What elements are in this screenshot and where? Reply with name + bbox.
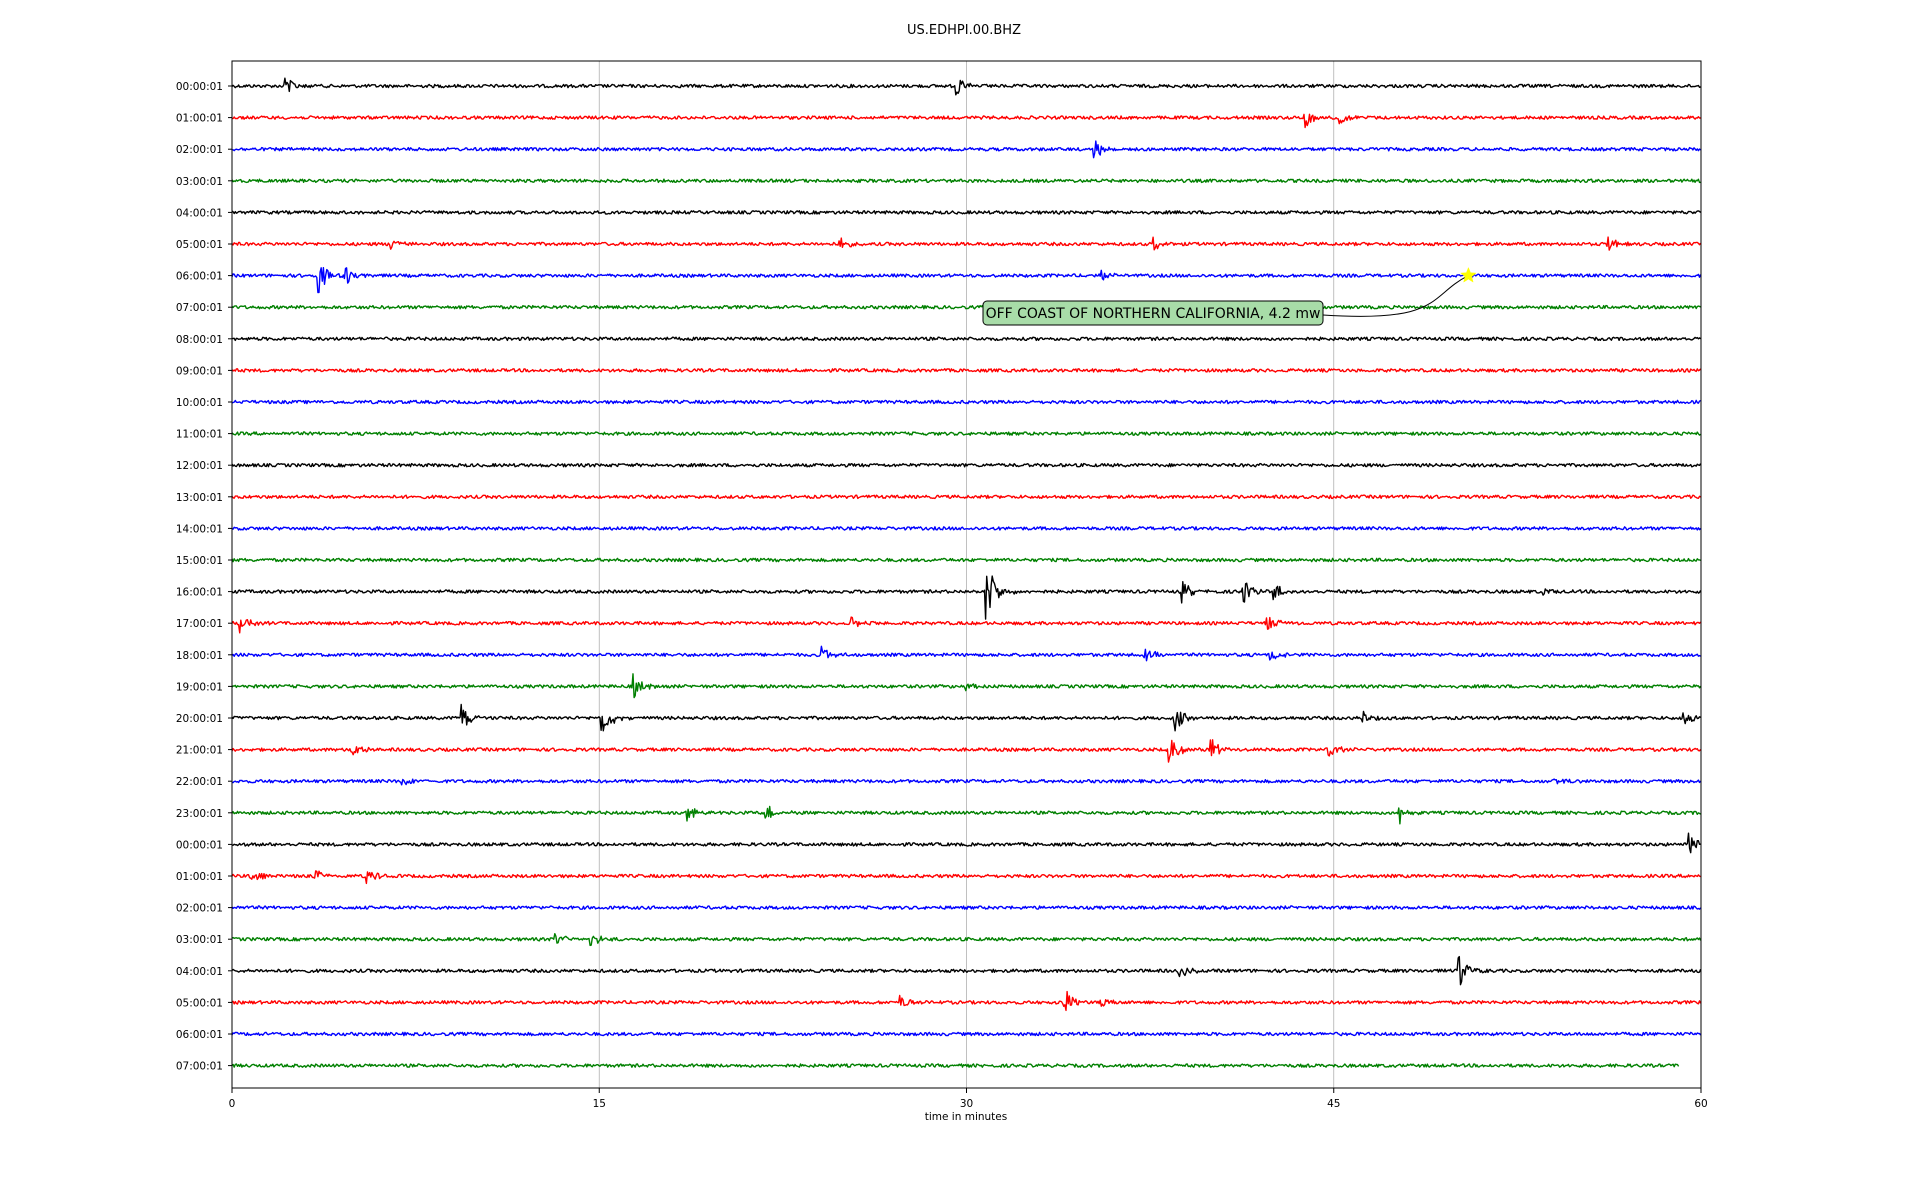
annotation-text: OFF COAST OF NORTHERN CALIFORNIA, 4.2 mw: [986, 306, 1321, 322]
trace-row: [231, 1063, 1680, 1068]
annotation-arrow: [1322, 275, 1469, 317]
y-tick-label: 04:00:01: [176, 966, 223, 978]
trace-row: [231, 526, 1702, 531]
plot-frame: [231, 60, 1702, 1089]
trace-row: [231, 778, 1702, 786]
trace-row: [231, 575, 1702, 620]
y-tick-label: 14:00:01: [176, 523, 223, 535]
event-star-marker: [1460, 266, 1477, 283]
trace-row: [231, 399, 1701, 405]
y-tick-label: 18:00:01: [176, 650, 223, 662]
trace-row: [231, 1031, 1702, 1037]
x-tick-label: 30: [960, 1098, 973, 1110]
y-tick-label: 06:00:01: [176, 1029, 223, 1041]
annotation-box: [982, 300, 1324, 326]
trace-row: [231, 210, 1702, 215]
y-tick-label: 02:00:01: [176, 903, 223, 915]
trace-row: [231, 304, 1701, 310]
y-tick-label: 20:00:01: [176, 713, 223, 725]
trace-row: [231, 703, 1701, 732]
grid-lines: [598, 61, 1335, 1088]
trace-row: [231, 557, 1701, 563]
y-tick-label: 07:00:01: [176, 302, 223, 314]
trace-row: [231, 494, 1701, 500]
y-tick-label: 21:00:01: [176, 745, 223, 757]
y-tick-label: 19:00:01: [176, 681, 223, 693]
trace-row: [231, 236, 1702, 251]
trace-row: [231, 990, 1702, 1012]
y-tick-label: 13:00:01: [176, 492, 223, 504]
trace-row: [232, 113, 1701, 129]
trace-row: [231, 673, 1702, 699]
y-tick-label: 03:00:01: [176, 176, 223, 188]
y-tick-label: 05:00:01: [176, 997, 223, 1009]
y-tick-label: 02:00:01: [176, 144, 223, 156]
traces-group: [231, 77, 1702, 1068]
y-tick-label: 01:00:01: [176, 113, 223, 125]
y-tick-label: 12:00:01: [176, 460, 223, 472]
trace-row: [231, 267, 1702, 294]
y-tick-label: 06:00:01: [176, 271, 223, 283]
trace-row: [231, 616, 1702, 634]
y-tick-label: 00:00:01: [176, 81, 223, 93]
trace-row: [231, 739, 1702, 763]
trace-row: [231, 431, 1702, 436]
trace-row: [231, 955, 1702, 986]
y-tick-label: 05:00:01: [176, 239, 223, 251]
y-tick-label: 09:00:01: [176, 365, 223, 377]
trace-row: [231, 645, 1701, 662]
y-tick-label: 22:00:01: [176, 776, 223, 788]
trace-row: [232, 140, 1702, 159]
event-annotation: OFF COAST OF NORTHERN CALIFORNIA, 4.2 mw: [982, 266, 1477, 326]
trace-row: [231, 805, 1701, 825]
trace-row: [231, 368, 1702, 373]
trace-row: [231, 905, 1702, 910]
y-tick-label: 23:00:01: [176, 808, 223, 820]
trace-row: [231, 832, 1701, 854]
y-tick-label: 08:00:01: [176, 334, 223, 346]
y-tick-label: 11:00:01: [176, 429, 223, 441]
y-tick-label: 07:00:01: [176, 1061, 223, 1073]
trace-row: [231, 178, 1701, 184]
trace-row: [231, 462, 1702, 468]
y-tick-label: 03:00:01: [176, 934, 223, 946]
trace-row: [231, 77, 1701, 96]
trace-row: [231, 336, 1702, 342]
y-tick-label: 00:00:01: [176, 839, 223, 851]
y-tick-label: 10:00:01: [176, 397, 223, 409]
y-tick-label: 01:00:01: [176, 871, 223, 883]
x-tick-label: 45: [1327, 1098, 1340, 1110]
trace-row: [231, 870, 1701, 885]
y-tick-label: 15:00:01: [176, 555, 223, 567]
x-axis-label: time in minutes: [925, 1111, 1007, 1123]
x-tick-label: 0: [229, 1098, 236, 1110]
x-axis: 0 15 30 45 60: [229, 1088, 1708, 1110]
y-tick-label: 04:00:01: [176, 207, 223, 219]
trace-row: [231, 933, 1702, 947]
x-tick-label: 60: [1694, 1098, 1707, 1110]
y-tick-label: 17:00:01: [176, 618, 223, 630]
y-tick-labels: 00:00:01 01:00:01 02:00:01 03:00:01 04:00:01…: [176, 81, 232, 1073]
x-tick-label: 15: [593, 1098, 606, 1110]
chart-title: US.EDHPI.00.BHZ: [907, 23, 1021, 38]
y-tick-label: 16:00:01: [176, 587, 223, 599]
